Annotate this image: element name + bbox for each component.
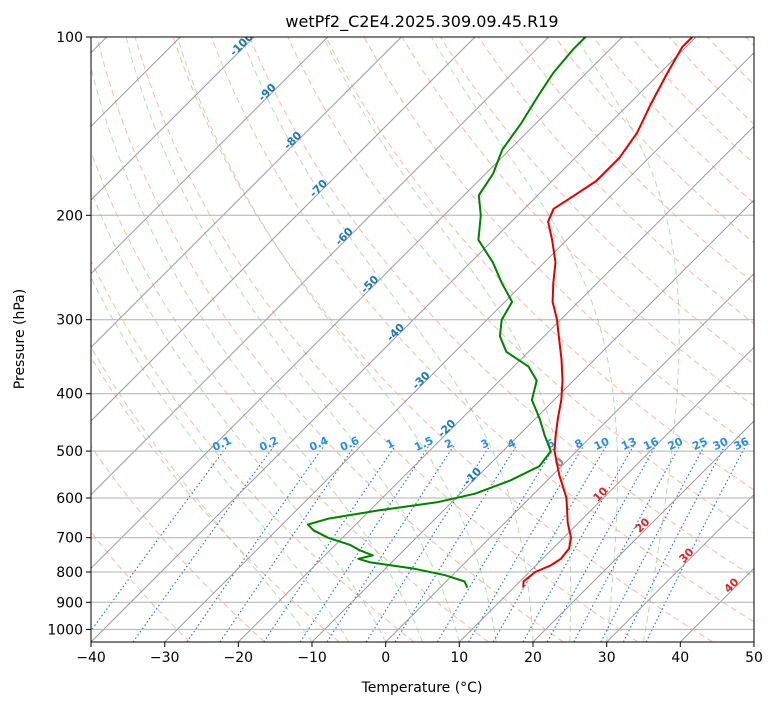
dry-adiabat-line (91, 150, 489, 642)
moist-adiabat-line (125, 37, 460, 642)
dry-adiabat-line (478, 37, 754, 325)
mixing-ratio-line (365, 445, 491, 642)
x-tick-label: −40 (76, 650, 106, 666)
dry-adiabat-line (401, 37, 754, 407)
moist-adiabat-line (431, 37, 618, 642)
dry-adiabat-line (172, 37, 713, 642)
x-axis-ticks: −40 −30 −20 −10 0 10 20 30 40 50 (76, 642, 763, 666)
plot-area: 0.1 0.2 0.4 0.6 1 1.5 2 3 4 6 8 10 13 16 20 25 30 36-100-… (91, 37, 754, 642)
isotherm-line (385, 272, 754, 642)
mixing-ratio-line (522, 445, 634, 642)
temperature-profile-line (522, 37, 694, 588)
mixing-ratio-line (91, 445, 228, 632)
dry-adiabat-line (554, 37, 754, 244)
isotherm-line (164, 51, 754, 642)
mixing-ratio-line (132, 445, 275, 642)
y-axis-label: Pressure (hPa) (12, 289, 28, 389)
dewpoint-profile-line (307, 37, 587, 589)
mixing-ratio-line (299, 445, 430, 642)
moist-adiabat-line (575, 37, 680, 642)
x-tick-label: 30 (598, 650, 616, 666)
isotherm-line (532, 420, 754, 642)
y-tick-label: 200 (56, 208, 83, 224)
x-tick-label: 40 (671, 650, 689, 666)
moist-adiabat-line (91, 276, 350, 642)
y-tick-label: 300 (56, 313, 83, 329)
y-tick-label: 400 (56, 387, 83, 403)
y-tick-label: 500 (56, 444, 83, 460)
dry-adiabat-line (363, 37, 754, 449)
mixing-ratio-line (546, 445, 656, 642)
mixing-ratio-line (492, 445, 607, 642)
isotherm-line (91, 37, 476, 422)
dry-adiabat-line (630, 37, 754, 165)
sounding-series (307, 37, 694, 589)
isotherm-line (91, 37, 329, 275)
dry-adiabat-line (134, 37, 639, 642)
isotherm-line (606, 493, 754, 642)
y-tick-label: 100 (56, 30, 83, 46)
isotherm-line (91, 37, 550, 496)
dry-adiabat-line (439, 37, 754, 366)
dry-adiabat-line (91, 259, 415, 642)
x-tick-label: 10 (450, 650, 468, 666)
mixing-ratio-line (263, 445, 396, 642)
plot-frame (90, 36, 755, 643)
isotherm-line (91, 37, 623, 570)
isotherm-line (311, 199, 754, 642)
y-tick-label: 600 (56, 491, 83, 507)
isotherm-line (91, 37, 255, 201)
dry-adiabat-line (91, 445, 265, 642)
isobar-grid (91, 37, 754, 630)
mixing-ratio-line (468, 445, 584, 642)
mixing-ratio-line (573, 445, 681, 642)
y-axis-ticks: 100 200 300 400 500 600 700 800 900 1000 (47, 30, 91, 638)
x-tick-label: −20 (224, 650, 254, 666)
dry-adiabat-line (96, 37, 564, 642)
x-axis-label: Temperature (°C) (361, 680, 483, 696)
mixing-ratio-label: 30 (711, 435, 731, 453)
dry-adiabat-line (592, 37, 754, 204)
mixing-ratio-label: 36 (732, 435, 752, 453)
moist-adiabat-line (240, 37, 534, 642)
moist-adiabat-line (176, 37, 497, 642)
dry-adiabat-line (287, 37, 754, 534)
moist-adiabat-line (91, 189, 387, 642)
chart-title: wetPf2_C2E4.2025.309.09.45.R19 (285, 12, 558, 32)
moist-adiabat-line (91, 65, 423, 642)
mixing-ratio-line (600, 445, 705, 642)
y-tick-label: 1000 (47, 622, 83, 638)
mixing-ratio-label: 25 (690, 435, 709, 453)
mixing-ratio-label: 20 (666, 435, 686, 453)
x-tick-label: −10 (297, 650, 327, 666)
dry-adiabats (91, 37, 754, 642)
y-tick-label: 800 (56, 565, 83, 581)
mixing-ratio-line (645, 445, 746, 642)
isotherm-line (91, 37, 402, 349)
isotherms (91, 37, 754, 642)
isotherm-line (91, 37, 697, 642)
isotherm-line (458, 346, 754, 642)
mixing-ratio-line (326, 445, 455, 642)
x-tick-label: 0 (381, 650, 390, 666)
mixing-ratio-label: 13 (619, 435, 638, 453)
dry-adiabat-line (249, 37, 754, 578)
x-tick-label: 20 (524, 650, 542, 666)
x-tick-label: −30 (150, 650, 180, 666)
moist-adiabats (91, 37, 680, 642)
mixing-ratio-label: 10 (592, 435, 612, 453)
y-tick-label: 900 (56, 595, 83, 611)
mixing-ratio-label: 16 (641, 435, 661, 453)
y-tick-label: 700 (56, 531, 83, 547)
x-tick-label: 50 (745, 650, 763, 666)
